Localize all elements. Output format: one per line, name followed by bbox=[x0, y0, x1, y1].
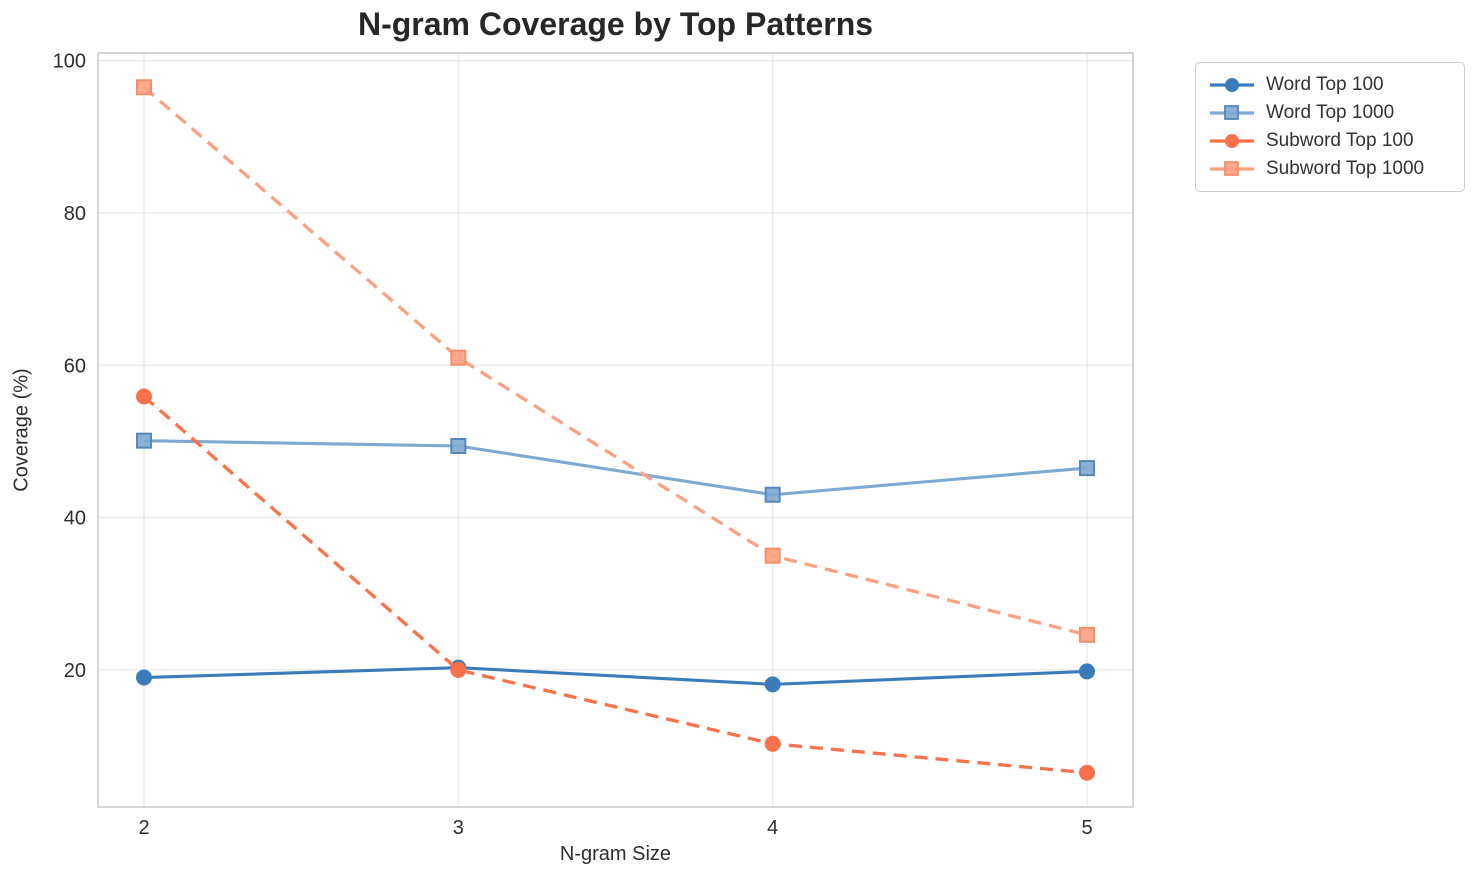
data-point bbox=[1079, 663, 1095, 680]
series-line-subword-top-100 bbox=[142, 395, 1088, 775]
series-line-word-top-1000 bbox=[143, 439, 1088, 497]
data-point bbox=[764, 547, 781, 564]
legend: Word Top 100 Word Top 1000 Subword Top 100… bbox=[1195, 62, 1465, 192]
y-tick-label: 60 bbox=[64, 355, 86, 377]
axes-spines bbox=[97, 52, 1134, 808]
x-tick-label: 3 bbox=[453, 817, 464, 839]
legend-item-word-top-1000: Word Top 1000 bbox=[1208, 99, 1452, 127]
y-axis-label: Coverage (%) bbox=[10, 368, 33, 492]
data-point bbox=[1079, 626, 1095, 643]
data-point bbox=[764, 735, 781, 752]
x-tick-label: 2 bbox=[138, 817, 149, 839]
circle-line-sample-icon bbox=[1210, 134, 1254, 148]
data-point bbox=[136, 432, 152, 449]
data-point bbox=[1079, 460, 1095, 477]
legend-label: Word Top 1000 bbox=[1266, 102, 1395, 123]
data-point bbox=[136, 669, 152, 686]
data-point bbox=[1079, 764, 1095, 781]
circle-line-sample-icon bbox=[1210, 78, 1254, 92]
y-tick-label: 100 bbox=[53, 51, 86, 73]
legend-item-subword-top-100: Subword Top 100 bbox=[1208, 127, 1452, 155]
data-point bbox=[450, 349, 467, 366]
square-line-sample-icon bbox=[1210, 161, 1254, 176]
legend-label: Subword Top 100 bbox=[1266, 130, 1414, 151]
data-point bbox=[764, 486, 781, 503]
data-point bbox=[136, 388, 152, 405]
x-tick-label: 4 bbox=[767, 817, 778, 839]
y-tick-label: 20 bbox=[64, 660, 86, 682]
data-point bbox=[450, 661, 467, 678]
legend-label: Subword Top 1000 bbox=[1266, 158, 1425, 179]
legend-item-word-top-100: Word Top 100 bbox=[1208, 71, 1452, 99]
series-line-subword-top-1000 bbox=[142, 86, 1088, 637]
square-line-sample-icon bbox=[1210, 105, 1254, 120]
chart-title: N-gram Coverage by Top Patterns bbox=[357, 6, 874, 42]
y-tick-label: 40 bbox=[64, 508, 86, 530]
x-tick-label: 5 bbox=[1081, 817, 1092, 839]
legend-item-subword-top-1000: Subword Top 1000 bbox=[1208, 155, 1452, 183]
series-line-word-top-100 bbox=[143, 666, 1088, 686]
legend-label: Word Top 100 bbox=[1266, 74, 1384, 95]
x-axis-label: N-gram Size bbox=[559, 843, 672, 865]
data-point bbox=[764, 676, 781, 693]
data-point bbox=[136, 79, 152, 96]
data-point bbox=[450, 437, 467, 454]
y-tick-label: 80 bbox=[64, 203, 86, 225]
